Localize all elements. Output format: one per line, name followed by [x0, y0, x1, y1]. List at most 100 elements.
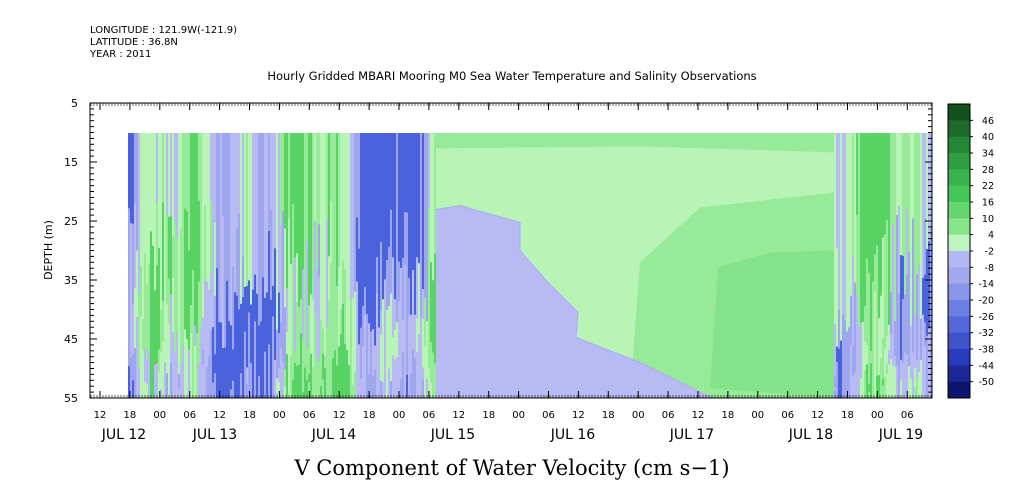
early-cell [302, 380, 305, 393]
late-cell [900, 379, 903, 398]
early-cell [416, 133, 419, 258]
early-cell [334, 305, 337, 351]
late-cell [838, 348, 841, 398]
early-cell [356, 133, 359, 218]
early-cell [242, 256, 245, 298]
early-cell [244, 133, 247, 288]
early-cell [260, 370, 263, 398]
early-cell [224, 204, 227, 349]
late-cell [850, 295, 853, 346]
early-cell [300, 379, 303, 389]
colorbar-label-9: -8 [985, 263, 994, 274]
early-cell [402, 133, 405, 259]
early-cell [228, 321, 231, 370]
early-cell [168, 216, 171, 280]
late-cell [844, 370, 847, 379]
early-cell [358, 344, 361, 378]
early-cell [194, 325, 197, 346]
early-cell [280, 224, 283, 323]
early-cell [300, 388, 303, 398]
early-cell [314, 221, 317, 313]
early-cell [324, 355, 327, 369]
late-cell [884, 382, 887, 398]
late-cell [910, 133, 913, 327]
early-cell [358, 248, 361, 345]
late-cell [882, 385, 885, 398]
x-date-label-4: JUL 16 [550, 427, 596, 443]
early-cell [208, 133, 211, 207]
late-cell [864, 306, 867, 342]
early-cell [426, 379, 429, 398]
early-cell [258, 133, 261, 326]
early-cell [214, 354, 217, 374]
early-cell [220, 322, 223, 398]
early-cell [296, 365, 299, 376]
early-cell [316, 356, 319, 368]
early-cell [196, 386, 199, 398]
early-cell [180, 294, 183, 366]
x-hour-label-5: 18 [243, 410, 256, 421]
early-cell [234, 133, 237, 208]
early-cell [396, 357, 399, 398]
early-cell [336, 365, 339, 384]
x-hour-label-0: 12 [94, 410, 107, 421]
early-cell [136, 133, 139, 251]
early-cell [350, 298, 353, 354]
early-cell [424, 345, 427, 383]
early-cell [284, 307, 287, 370]
early-cell [404, 211, 407, 266]
early-cell [206, 367, 209, 379]
early-cell [424, 133, 427, 299]
early-cell [220, 209, 223, 323]
late-cell [928, 328, 931, 398]
late-cell [914, 367, 917, 388]
early-cell [244, 331, 247, 367]
early-cell [382, 382, 385, 390]
early-cell [358, 133, 361, 250]
colorbar-band-3 [948, 153, 970, 170]
early-cell [356, 281, 359, 349]
late-cell [838, 133, 841, 311]
early-cell [380, 133, 383, 243]
early-cell [258, 325, 261, 377]
late-cell [834, 133, 837, 325]
late-cell [930, 344, 932, 398]
early-cell [306, 347, 309, 381]
early-cell [194, 365, 197, 398]
early-cell [338, 266, 341, 347]
x-hour-label-3: 06 [183, 410, 196, 421]
early-cell [162, 133, 165, 203]
early-cell [208, 206, 211, 291]
late-cell [856, 133, 859, 216]
early-cell [406, 326, 409, 354]
early-cell [308, 305, 311, 375]
early-cell [200, 347, 203, 361]
late-cell [852, 376, 855, 398]
early-cell [216, 319, 219, 342]
early-cell [222, 347, 225, 386]
early-cell [150, 133, 153, 233]
late-cell [886, 133, 889, 221]
early-cell [418, 357, 421, 398]
early-cell [398, 301, 401, 398]
late-cell [888, 349, 891, 365]
early-cell [138, 294, 141, 369]
early-cell [216, 364, 219, 398]
late-cell [868, 133, 871, 274]
late-cell [834, 387, 837, 392]
early-cell [414, 358, 417, 371]
early-cell [230, 385, 233, 390]
early-cell [364, 133, 367, 288]
early-cell [264, 297, 267, 326]
early-cell [168, 323, 171, 398]
early-cell [422, 319, 425, 368]
early-cell [166, 133, 169, 216]
late-cell [886, 219, 889, 336]
early-cell [164, 331, 167, 363]
early-cell [378, 367, 381, 398]
colorbar-band-5 [948, 185, 970, 203]
late-cell [904, 329, 907, 353]
early-cell [336, 383, 339, 395]
early-cell [170, 294, 173, 348]
early-cell [374, 369, 377, 398]
